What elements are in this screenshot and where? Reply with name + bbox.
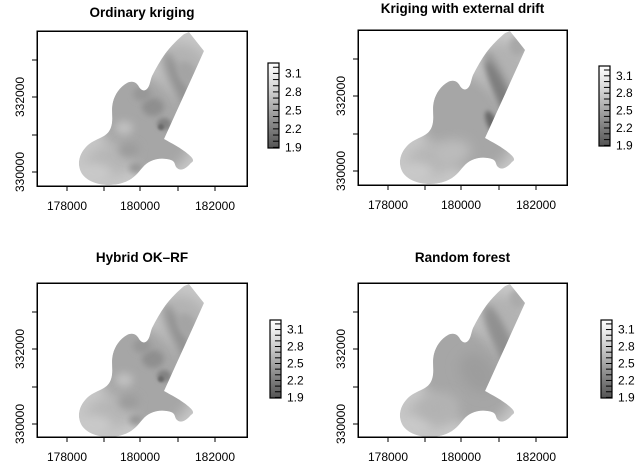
x-axis: 178000 180000 182000: [47, 186, 235, 213]
y-axis: 332000 330000: [13, 59, 37, 192]
color-key-bar: [269, 319, 282, 399]
plot-box: [36, 282, 248, 438]
color-key-label: 1.9: [287, 390, 304, 404]
map-shade-blob: [158, 376, 164, 382]
x-tick-label: 178000: [47, 199, 87, 213]
color-key-label: 2.8: [287, 340, 304, 354]
map-shade-blob: [115, 373, 133, 387]
color-key-label: 2.5: [285, 103, 302, 117]
map-shade-blob: [78, 415, 112, 435]
panel-3: Random forest 178000 180000 182000 332000 330…: [334, 250, 635, 464]
color-key-label: 1.9: [285, 140, 302, 154]
y-tick-label: 332000: [334, 76, 348, 116]
color-key: 3.1 2.8 2.5 2.2 1.9: [267, 62, 302, 154]
color-key-label: 2.8: [618, 340, 635, 354]
color-key-label: 3.1: [285, 66, 302, 80]
panel-2: Hybrid OK–RF 178000 180000 182000 332000 3300…: [13, 250, 304, 464]
map-shade-blob: [78, 163, 112, 183]
color-key-label: 2.5: [618, 356, 635, 370]
y-tick-label: 332000: [334, 329, 348, 369]
map-shade-blob: [418, 393, 458, 423]
y-axis: 332000 330000: [334, 58, 358, 191]
map-shade-blob: [158, 124, 164, 130]
y-tick-label: 330000: [13, 152, 27, 192]
color-key-label: 3.1: [287, 323, 304, 337]
color-key-bar: [598, 65, 611, 147]
map-shade-blob: [118, 142, 140, 158]
color-key-label: 2.5: [616, 104, 633, 118]
map-shade-blob: [142, 350, 164, 368]
y-tick-label: 330000: [334, 151, 348, 191]
map-shade-blob: [115, 121, 133, 135]
x-tick-label: 178000: [368, 450, 408, 464]
panel-title: Kriging with external drift: [381, 1, 545, 16]
map-shade-blob: [129, 415, 143, 425]
x-tick-label: 180000: [441, 450, 481, 464]
color-key-label: 2.2: [287, 373, 304, 387]
color-key-label: 2.8: [616, 86, 633, 100]
prediction-map: [399, 284, 526, 437]
color-key: 3.1 2.8 2.5 2.2 1.9: [600, 319, 635, 404]
color-key-label: 2.2: [616, 121, 633, 135]
color-key-label: 1.9: [616, 138, 633, 152]
x-axis: 178000 180000 182000: [368, 185, 556, 212]
x-tick-label: 178000: [47, 450, 87, 464]
color-key-label: 2.2: [618, 373, 635, 387]
panel-title: Hybrid OK–RF: [96, 250, 188, 265]
y-tick-label: 332000: [13, 329, 27, 369]
color-key-label: 1.9: [618, 390, 635, 404]
map-shade-blob: [459, 353, 497, 393]
x-tick-label: 182000: [516, 198, 556, 212]
color-key-bar: [267, 62, 280, 149]
prediction-map: [78, 32, 205, 185]
plot-box: [36, 30, 248, 187]
map-shade-blob: [142, 98, 164, 116]
color-key-bar: [600, 319, 613, 399]
plot-box: [357, 282, 568, 438]
color-key-label: 2.8: [285, 85, 302, 99]
y-tick-label: 330000: [334, 404, 348, 444]
color-key-label: 2.5: [287, 356, 304, 370]
x-tick-label: 180000: [441, 198, 481, 212]
x-tick-label: 178000: [368, 198, 408, 212]
map-shade-blob: [118, 394, 140, 410]
map-shade-blob: [509, 36, 526, 56]
x-tick-label: 182000: [195, 450, 235, 464]
prediction-map: [399, 31, 526, 184]
color-key: 3.1 2.8 2.5 2.2 1.9: [598, 65, 633, 152]
y-tick-label: 332000: [13, 77, 27, 117]
panel-title: Random forest: [415, 250, 511, 265]
x-tick-label: 180000: [120, 199, 160, 213]
map-shade-blob: [133, 339, 151, 353]
x-tick-label: 182000: [516, 450, 556, 464]
x-tick-label: 180000: [120, 450, 160, 464]
y-axis: 332000 330000: [13, 311, 37, 444]
map-shade-blob: [133, 87, 151, 101]
color-key-label: 2.2: [285, 122, 302, 136]
x-tick-label: 182000: [195, 199, 235, 213]
map-shade-blob: [509, 289, 526, 309]
x-axis: 178000 180000 182000: [368, 437, 556, 464]
panel-0: Ordinary kriging 178000 180000 182000 332000…: [13, 5, 302, 213]
plot-box: [357, 29, 568, 186]
y-tick-label: 330000: [13, 404, 27, 444]
color-key-label: 3.1: [618, 323, 635, 337]
y-axis: 332000 330000: [334, 311, 358, 444]
color-key-label: 3.1: [616, 69, 633, 83]
map-shade-blob: [399, 162, 433, 182]
prediction-map: [78, 284, 205, 437]
map-shade-blob: [435, 139, 471, 165]
x-axis: 178000 180000 182000: [47, 437, 235, 464]
map-shade-blob: [129, 163, 143, 173]
color-key: 3.1 2.8 2.5 2.2 1.9: [269, 319, 304, 404]
panel-title: Ordinary kriging: [89, 5, 194, 20]
